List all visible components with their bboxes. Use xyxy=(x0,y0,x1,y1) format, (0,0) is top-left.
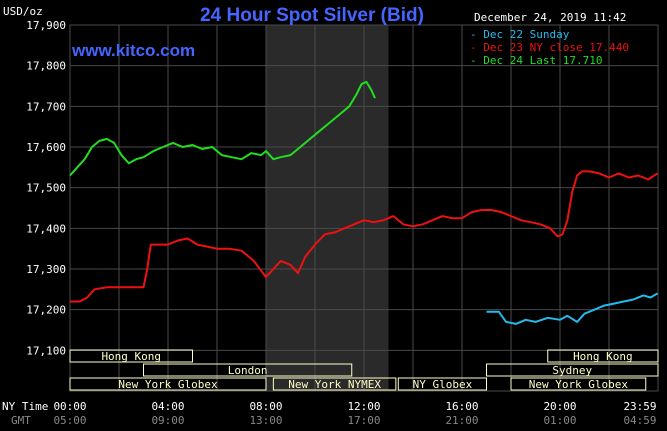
session-label-3: New York NYMEX xyxy=(288,378,381,391)
x-tick-gmt-4: 21:00 xyxy=(445,414,478,427)
session-box-1 xyxy=(143,363,353,377)
x-tick-ny-3: 12:00 xyxy=(347,400,380,413)
kitco-watermark: www.kitco.com xyxy=(71,41,195,60)
y-tick-label-2: 17,300 xyxy=(26,263,66,276)
y-tick-label-0: 17,100 xyxy=(26,344,66,357)
series-line-0 xyxy=(486,292,659,325)
session-box-5 xyxy=(486,363,659,377)
session-label-5: Sydney xyxy=(552,364,592,377)
y-unit-label: USD/oz xyxy=(3,5,43,18)
y-tick-label-7: 17,800 xyxy=(26,60,66,73)
y-tick-label-4: 17,500 xyxy=(26,182,66,195)
y-tick-label-6: 17,700 xyxy=(26,100,66,113)
session-box-0 xyxy=(69,349,193,363)
session-label-4: NY Globex xyxy=(413,378,473,391)
ny-time-label: NY Time xyxy=(2,400,48,413)
session-label-7: New York Globex xyxy=(529,378,629,391)
y-tick-label-1: 17,200 xyxy=(26,304,66,317)
x-tick-ny-5: 20:00 xyxy=(543,400,576,413)
x-tick-ny-4: 16:00 xyxy=(445,400,478,413)
x-tick-ny-0: 00:00 xyxy=(53,400,86,413)
y-axis-ticks: 17,100 17,200 17,300 17,400 17,500 17,600 17,7… xyxy=(26,19,66,357)
session-label-1: London xyxy=(228,364,268,377)
x-tick-gmt-5: 01:00 xyxy=(543,414,576,427)
legend-item-ny-close: - Dec 23 NY close 17.440 xyxy=(470,41,629,54)
series-line-2 xyxy=(69,80,376,177)
x-tick-gmt-1: 09:00 xyxy=(151,414,184,427)
x-tick-gmt-2: 13:00 xyxy=(249,414,282,427)
plot-frame xyxy=(69,24,659,392)
highlight-band xyxy=(266,25,389,391)
y-tick-label-8: 17,900 xyxy=(26,19,66,32)
legend-item-sunday: - Dec 22 Sunday xyxy=(470,28,570,41)
session-label-6: Hong Kong xyxy=(573,350,633,363)
chart-title: 24 Hour Spot Silver (Bid) xyxy=(200,5,424,26)
y-tick-label-3: 17,400 xyxy=(26,222,66,235)
legend: - Dec 22 Sunday - Dec 23 NY close 17.440… xyxy=(470,28,629,67)
x-tick-gmt-0: 05:00 xyxy=(53,414,86,427)
session-label-2: New York Globex xyxy=(118,378,218,391)
trading-hours-highlight xyxy=(266,25,389,391)
session-box-2 xyxy=(69,377,267,391)
session-box-4 xyxy=(397,377,487,391)
y-tick-label-5: 17,600 xyxy=(26,141,66,154)
x-tick-gmt-6: 04:59 xyxy=(623,414,656,427)
timestamp: December 24, 2019 11:42 xyxy=(474,11,626,24)
session-box-7 xyxy=(510,377,647,391)
session-box-3 xyxy=(272,377,397,391)
market-sessions: Hong Kong London New York Globex New York N… xyxy=(69,349,659,391)
x-tick-gmt-3: 17:00 xyxy=(347,414,380,427)
session-label-0: Hong Kong xyxy=(101,350,161,363)
x-tick-ny-6: 23:59 xyxy=(623,400,656,413)
gmt-label: GMT xyxy=(11,414,31,427)
x-tick-ny-1: 04:00 xyxy=(151,400,184,413)
legend-item-last: - Dec 24 Last 17.710 xyxy=(470,54,602,67)
price-series xyxy=(69,80,659,325)
x-tick-ny-2: 08:00 xyxy=(249,400,282,413)
series-line-1 xyxy=(70,170,659,303)
session-box-6 xyxy=(547,349,659,363)
grid xyxy=(69,24,659,392)
